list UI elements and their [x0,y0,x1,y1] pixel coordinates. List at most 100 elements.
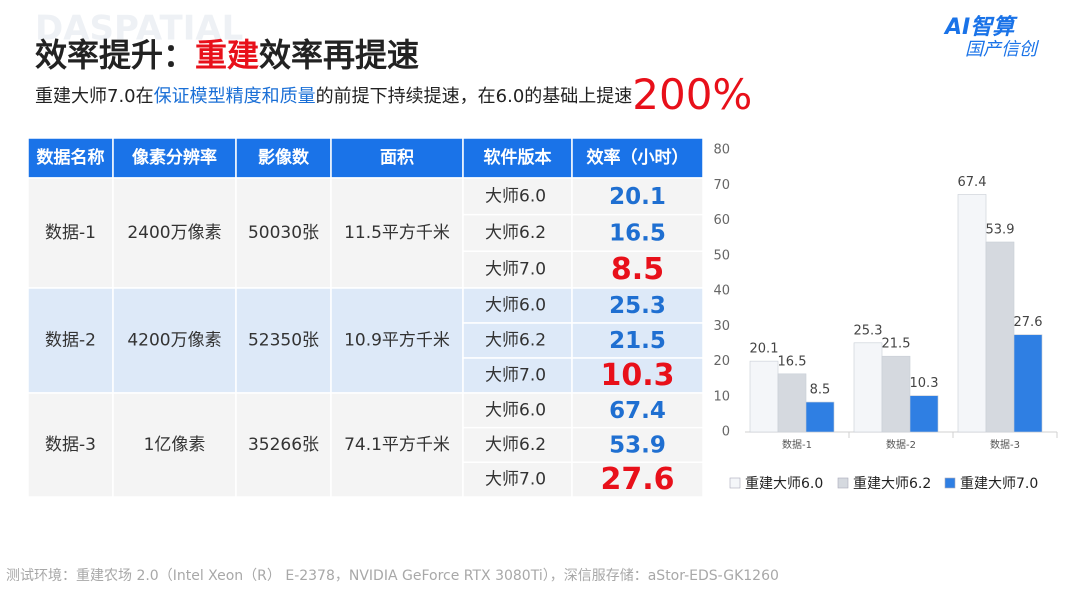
bar [909,395,939,433]
header-text: 面积 [380,148,414,168]
y-tick-label: 60 [713,213,730,228]
table-cell [235,287,332,394]
value-label: 25.3 [854,323,883,338]
efficiency-text: 27.6 [600,462,674,497]
efficiency-text: 67.4 [609,398,666,424]
bar [985,241,1015,433]
header-text: 软件版本 [484,147,552,168]
header-text: 像素分辨率 [132,147,217,168]
table-cell [235,177,332,289]
table-cell [27,177,114,289]
table-cell [27,287,114,394]
title-text: 效率再提速 [259,36,419,74]
table-cell [462,461,573,498]
y-tick-label: 10 [713,389,730,404]
header-cell [27,137,114,179]
efficiency-text: 10.3 [600,358,674,393]
version-text: 大师6.0 [485,186,546,206]
version-text: 大师6.2 [485,223,546,243]
bar [777,373,807,433]
value-label: 21.5 [882,337,911,352]
bar [957,194,987,433]
logo-text: 国产信创 [965,39,1040,60]
bar [853,342,883,433]
version-text: 大师6.0 [485,296,546,316]
subtitle-percent: 200% [632,70,752,119]
table-cell [330,392,464,498]
version-text: 大师6.0 [485,400,546,420]
x-tick-label: 数据-2 [886,438,916,451]
efficiency-text: 20.1 [609,184,666,210]
cell-text: 数据-2 [45,331,96,351]
header-text: 影像数 [258,147,310,168]
y-tick-label: 50 [713,248,730,263]
y-tick-label: 40 [713,284,730,299]
table-cell [571,322,704,359]
title-text: 效率提升： [35,36,195,74]
table-cell [571,177,704,216]
cell-text: 4200万像素 [127,331,221,351]
value-label: 10.3 [910,376,939,391]
cell-text: 35266张 [248,435,319,455]
footer: 测试环境：重建农场 2.0（Intel Xeon（R） E-2378，NVIDI… [6,568,779,584]
cell-text: 1亿像素 [144,435,206,455]
title-highlight: 重建 [195,36,259,74]
version-text: 大师7.0 [485,260,546,280]
bar [805,401,835,433]
version-text: 大师6.2 [485,331,546,351]
table-cell [462,250,573,289]
x-tick-label: 数据-3 [990,438,1020,451]
y-tick-label: 0 [722,425,730,440]
bar [881,355,911,433]
logo-text: AI智算 [943,14,1018,40]
header-cell [235,137,332,179]
table-cell [462,357,573,394]
table-cell [571,213,704,253]
header-text: 数据名称 [37,147,105,168]
bar [749,360,779,433]
table-cell [462,287,573,324]
table-cell [571,250,704,289]
bar [1013,334,1043,433]
efficiency-text: 21.5 [609,328,666,354]
legend-label: 重建大师6.2 [853,476,931,492]
legend-swatch [944,477,956,489]
watermark: DASPATIAL [35,9,243,49]
table-cell [235,392,332,498]
efficiency-text: 53.9 [609,433,666,459]
subtitle: 重建大师7.0在保证模型精度和质量的前提下持续提速，在6.0的基础上提速200% [35,70,752,119]
table-cell [571,392,704,429]
legend-label: 重建大师7.0 [960,476,1038,492]
x-tick-label: 数据-1 [782,438,812,451]
cell-text: 数据-1 [45,223,96,243]
value-label: 16.5 [778,354,807,369]
cell-text: 2400万像素 [127,223,221,243]
table-cell [571,357,704,394]
legend-swatch [837,477,849,489]
version-text: 大师7.0 [485,366,546,386]
y-tick-label: 70 [713,178,730,193]
cell-text: 52350张 [248,331,319,351]
value-label: 8.5 [810,383,831,398]
subtitle-text: 的前提下持续提速，在6.0的基础上提速 [316,86,633,107]
efficiency-text: 25.3 [609,293,666,319]
title: 效率提升：重建效率再提速 [35,36,419,74]
version-text: 大师6.2 [485,435,546,455]
cell-text: 11.5平方千米 [344,223,450,243]
cell-text: 74.1平方千米 [344,435,450,455]
table-cell [112,287,237,394]
value-label: 20.1 [750,342,779,357]
value-label: 53.9 [986,223,1015,238]
table-cell [462,322,573,359]
y-tick-label: 30 [713,319,730,334]
version-text: 大师7.0 [485,470,546,490]
subtitle-text: 重建大师7.0在 [35,86,154,107]
cell-text: 数据-3 [45,435,96,455]
cell-text: 10.9平方千米 [344,331,450,351]
table-cell [330,287,464,394]
subtitle-highlight: 保证模型精度和质量 [154,86,316,107]
table-cell [462,213,573,253]
table-cell [571,461,704,498]
table-cell [112,177,237,289]
